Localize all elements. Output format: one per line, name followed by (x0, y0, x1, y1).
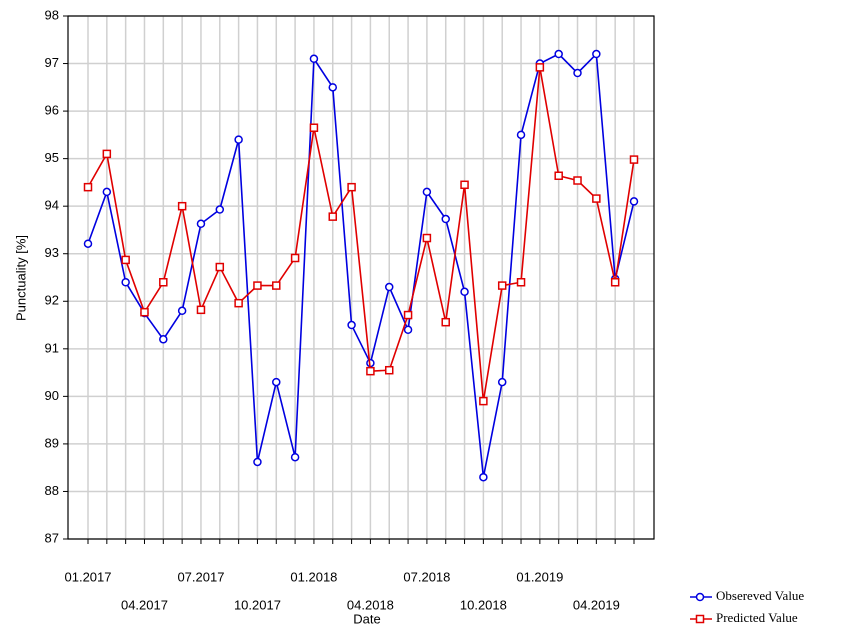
y-tick-label: 90 (45, 388, 59, 403)
point-marker (573, 68, 582, 78)
point-marker (159, 335, 168, 344)
point-marker (554, 171, 563, 181)
point-marker (328, 83, 338, 92)
x-tick-label: 07.2017 (177, 569, 224, 584)
point-marker (347, 320, 356, 330)
point-marker (234, 298, 243, 308)
point-marker (253, 457, 262, 467)
point-marker (422, 233, 432, 243)
point-marker (121, 255, 130, 265)
x-tick-label: 07.2018 (403, 569, 450, 584)
point-marker (573, 176, 582, 185)
point-marker (102, 149, 112, 159)
y-tick-label: 96 (45, 103, 59, 118)
point-marker (516, 130, 526, 140)
y-tick-label: 95 (45, 150, 59, 165)
x-tick-label: 01.2017 (65, 569, 112, 584)
y-tick-label: 88 (45, 483, 59, 498)
y-tick-label: 91 (45, 340, 59, 355)
point-marker (403, 310, 413, 320)
point-marker (384, 365, 394, 375)
y-tick-label: 98 (45, 7, 59, 22)
legend-label: Predicted Value (716, 610, 798, 625)
legend-label: Obsereved Value (716, 588, 804, 603)
point-marker (121, 278, 130, 287)
point-marker (366, 366, 375, 376)
point-marker (441, 317, 450, 327)
y-tick-label: 92 (45, 293, 59, 308)
point-marker (215, 262, 225, 272)
point-marker (497, 281, 507, 290)
point-marker (629, 155, 639, 164)
point-marker (535, 63, 545, 72)
point-marker (253, 281, 262, 290)
x-tick-label: 04.2018 (347, 597, 394, 612)
point-marker (347, 182, 356, 192)
point-marker (629, 197, 639, 206)
x-tick-label: 10.2018 (460, 597, 507, 612)
point-marker (177, 201, 187, 211)
y-tick-label: 94 (45, 198, 59, 213)
point-marker (309, 123, 319, 132)
y-tick-label: 97 (45, 55, 59, 70)
point-marker (234, 135, 243, 144)
point-marker (592, 194, 601, 203)
point-marker (290, 253, 300, 263)
y-tick-label: 93 (45, 245, 59, 260)
point-marker (422, 187, 432, 197)
legend: Obsereved Value Predicted Value (690, 588, 804, 625)
legend-marker (695, 614, 705, 624)
x-tick-label: 04.2017 (121, 597, 168, 612)
point-marker (159, 278, 168, 287)
point-marker (460, 180, 469, 190)
point-marker (384, 282, 394, 292)
y-tick-label: 87 (45, 530, 59, 545)
point-marker (272, 281, 281, 290)
point-marker (403, 325, 413, 335)
point-marker (177, 306, 187, 316)
x-tick-label: 01.2019 (516, 569, 563, 584)
x-tick-label: 10.2017 (234, 597, 281, 612)
point-marker (610, 278, 620, 287)
point-marker (102, 187, 112, 197)
point-marker (479, 472, 488, 482)
series-line (87, 67, 635, 402)
legend-marker (695, 592, 705, 602)
point-marker (272, 377, 281, 387)
point-marker (140, 307, 149, 317)
point-marker (309, 54, 319, 64)
point-marker (460, 287, 469, 297)
y-tick-label: 89 (45, 435, 59, 450)
point-marker (479, 396, 488, 406)
point-marker (441, 214, 450, 224)
y-axis-label: Punctuality [%] (13, 235, 28, 321)
point-marker (215, 205, 225, 214)
point-marker (196, 305, 206, 315)
x-tick-label: 04.2019 (573, 597, 620, 612)
point-marker (83, 182, 93, 192)
point-marker (592, 49, 601, 59)
point-marker (196, 219, 206, 229)
point-marker (328, 212, 338, 221)
series-line (87, 52, 635, 478)
point-marker (554, 49, 563, 59)
x-tick-label: 01.2018 (290, 569, 337, 584)
point-marker (83, 239, 93, 248)
plot-frame (67, 15, 655, 540)
point-marker (516, 278, 526, 287)
point-marker (290, 452, 300, 462)
x-axis-label: Date (353, 611, 380, 626)
point-marker (497, 377, 507, 387)
